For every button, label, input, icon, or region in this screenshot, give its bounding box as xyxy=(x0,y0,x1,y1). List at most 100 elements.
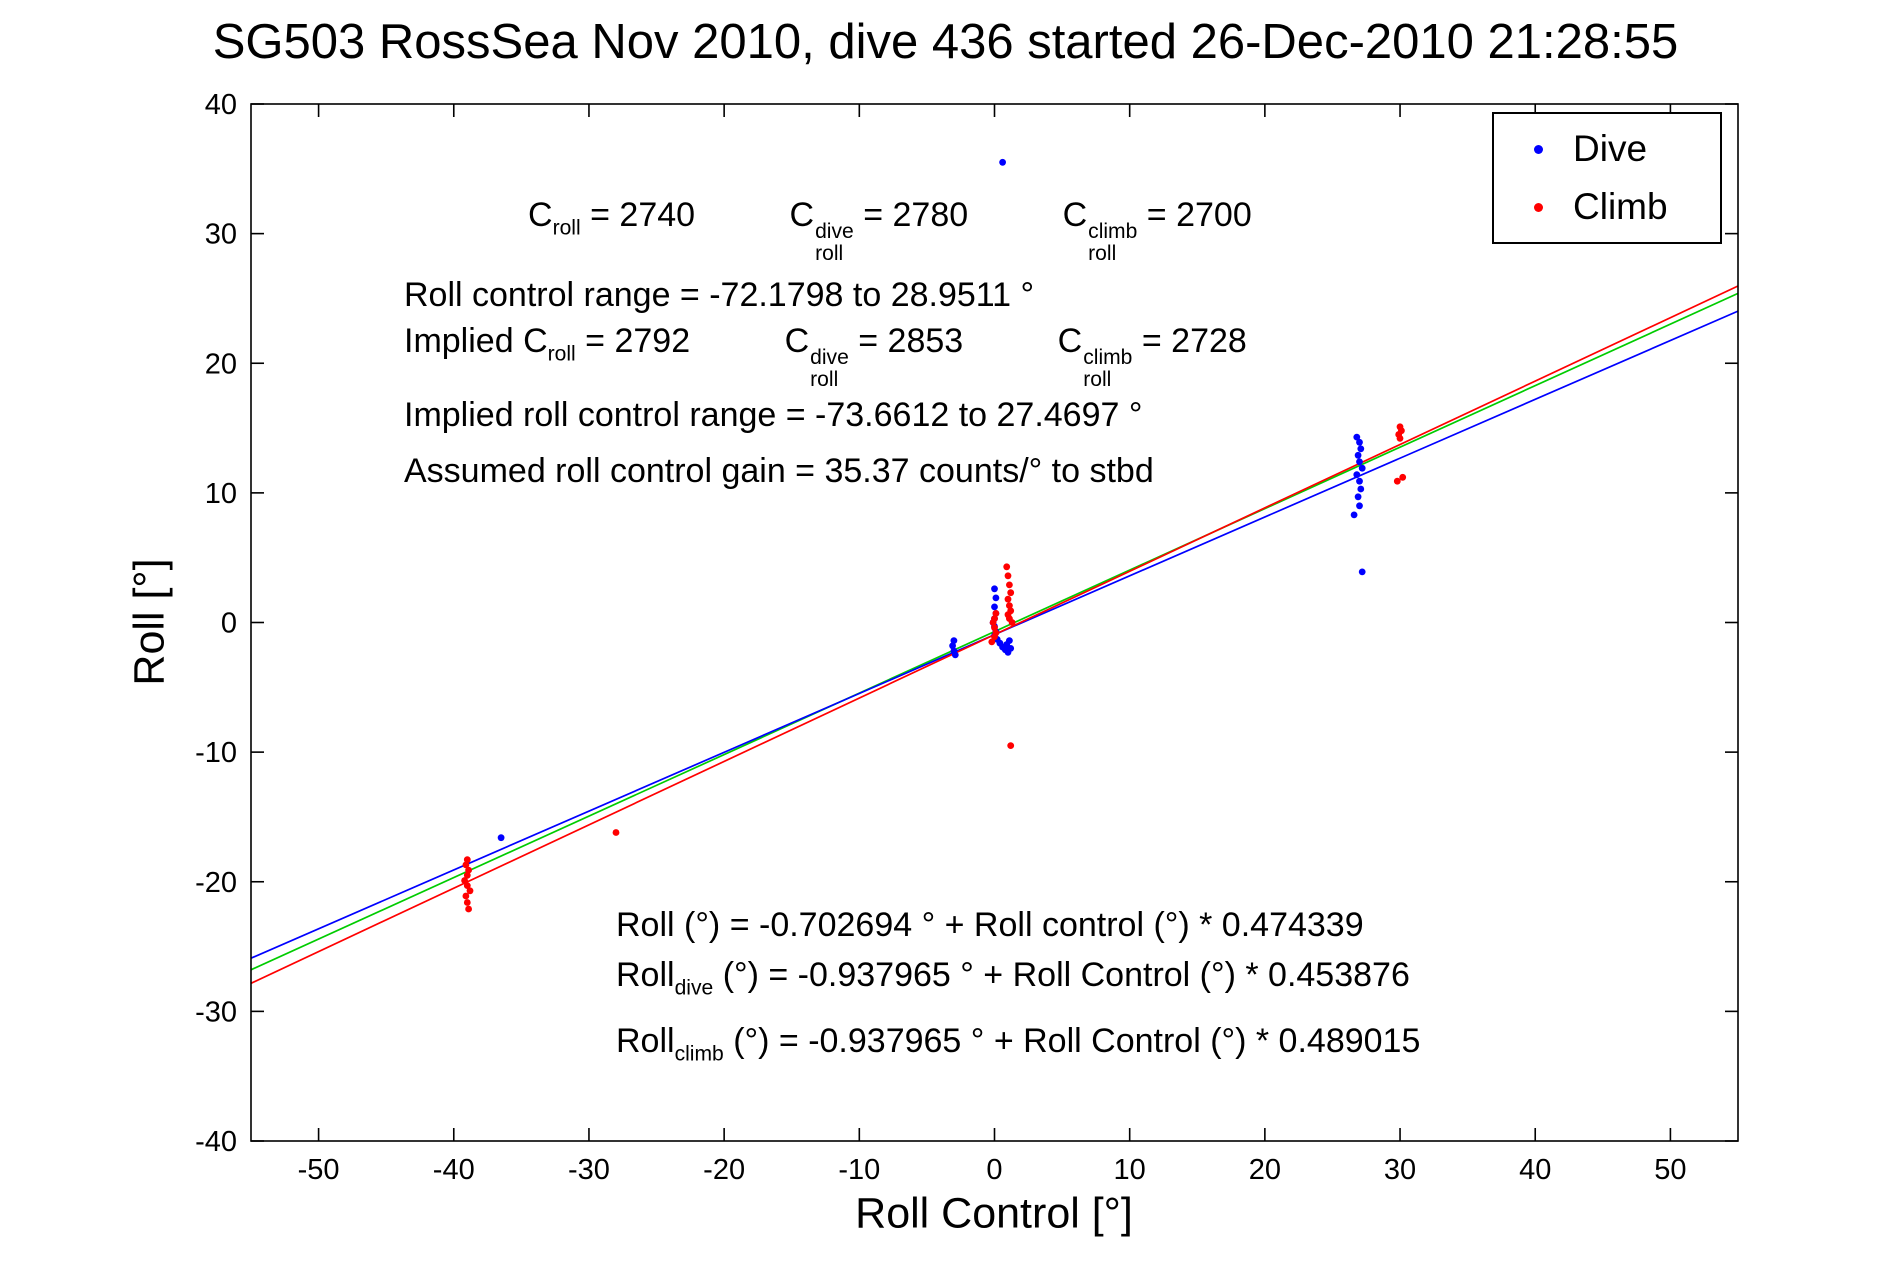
c-roll-climb-base: C xyxy=(1062,196,1088,234)
data-point-climb xyxy=(462,861,470,869)
c-roll-term: Croll = 2740 xyxy=(528,196,696,238)
data-point-dive xyxy=(991,585,998,593)
data-point-dive xyxy=(1353,433,1361,441)
legend-marker-climb-icon xyxy=(1534,202,1543,212)
c-roll-dive-scripts: dive roll xyxy=(815,219,854,265)
data-point-dive xyxy=(992,594,1000,602)
fit-equation-combined-text: Roll (°) = -0.702694 ° + Roll control (°… xyxy=(616,906,1364,944)
y-tick-label: 20 xyxy=(205,348,237,380)
fit-equation-climb: Rollclimb (°) = -0.937965 ° + Roll Contr… xyxy=(616,1022,1421,1064)
fit-climb-sub: climb xyxy=(674,1042,724,1066)
c-roll-climb-sup: climb xyxy=(1088,219,1138,243)
x-tick-label: 40 xyxy=(1519,1154,1551,1186)
c-roll-climb-scripts: climb roll xyxy=(1088,219,1138,265)
data-point-climb xyxy=(1008,619,1016,626)
data-point-climb xyxy=(1006,581,1013,589)
y-tick-label: 40 xyxy=(205,89,237,121)
c-roll-climb-value: = 2700 xyxy=(1137,196,1252,234)
x-tick-label: 50 xyxy=(1654,1154,1686,1186)
y-tick-label: -10 xyxy=(195,737,237,769)
fit-equation-dive: Rolldive (°) = -0.937965 ° + Roll Contro… xyxy=(616,956,1410,998)
data-point-climb xyxy=(989,619,997,626)
x-tick-label: -10 xyxy=(838,1154,880,1186)
implied-c-roll-dive-value: = 2853 xyxy=(848,322,964,360)
data-point-climb xyxy=(991,624,998,632)
implied-c-roll-climb-sup: climb xyxy=(1083,345,1133,369)
data-point-climb xyxy=(1004,572,1012,580)
plot-title: SG503 RossSea Nov 2010, dive 436 started… xyxy=(212,15,1679,69)
fit-equation-combined: Roll (°) = -0.702694 ° + Roll control (°… xyxy=(616,906,1364,945)
assumed-gain-text: Assumed roll control gain = 35.37 counts… xyxy=(404,452,1154,491)
x-tick-label: -20 xyxy=(703,1154,745,1186)
legend-entry-dive: Dive xyxy=(1494,128,1720,170)
legend-entry-climb: Climb xyxy=(1494,186,1720,228)
fit-dive-base: Roll xyxy=(616,956,675,994)
implied-range-text: Implied roll control range = -73.6612 to… xyxy=(404,396,1142,435)
data-point-climb xyxy=(465,905,472,913)
data-point-climb xyxy=(612,829,620,836)
data-point-dive xyxy=(1006,637,1013,644)
x-tick-label: 20 xyxy=(1249,1154,1281,1186)
data-point-climb xyxy=(466,887,474,895)
y-tick-label: -20 xyxy=(195,867,237,899)
c-roll-dive-sup: dive xyxy=(815,219,854,243)
data-point-climb xyxy=(463,882,471,889)
c-roll-value: = 2740 xyxy=(580,196,696,234)
implied-c-roll-base: C xyxy=(523,322,548,360)
c-roll-climb-sub: roll xyxy=(1088,241,1117,265)
data-point-climb xyxy=(1007,742,1015,749)
fit-dive-sub: dive xyxy=(674,976,714,1000)
roll-control-range-label: Roll control range = -72.1798 to 28.9511… xyxy=(404,276,1035,314)
data-point-climb xyxy=(1007,589,1015,597)
data-point-dive xyxy=(1357,485,1365,493)
data-point-climb xyxy=(463,899,471,906)
fit-dive-rest: (°) = -0.937965 ° + Roll Control (°) * 0… xyxy=(713,956,1410,994)
c-roll-base: C xyxy=(528,196,553,234)
x-axis-label: Roll Control [°] xyxy=(855,1189,1133,1238)
c-roll-sub: roll xyxy=(552,216,581,240)
implied-c-roll-climb-sub: roll xyxy=(1083,367,1112,391)
implied-c-roll-climb-value: = 2728 xyxy=(1132,322,1247,360)
data-point-climb xyxy=(991,633,998,641)
data-point-climb xyxy=(462,892,470,900)
legend-label-climb: Climb xyxy=(1573,186,1668,227)
data-point-dive xyxy=(950,637,958,644)
c-roll-dive-sub: roll xyxy=(815,241,844,265)
data-point-dive xyxy=(1356,458,1363,466)
data-point-climb xyxy=(465,866,472,874)
legend-marker-dive-icon xyxy=(1534,144,1543,154)
implied-range-label: Implied roll control range = -73.6612 to… xyxy=(404,396,1143,434)
data-point-dive xyxy=(1356,438,1363,446)
data-point-dive xyxy=(949,642,956,650)
implied-c-roll-dive-sup: dive xyxy=(810,345,849,369)
data-point-dive xyxy=(1356,502,1363,510)
data-point-climb xyxy=(1399,473,1407,481)
data-point-dive xyxy=(1358,568,1366,576)
data-point-climb xyxy=(1006,602,1013,609)
fit-climb-rest: (°) = -0.937965 ° + Roll Control (°) * 0… xyxy=(723,1022,1421,1060)
data-point-dive xyxy=(497,834,505,842)
implied-c-roll-climb-scripts: climb roll xyxy=(1083,345,1133,391)
x-tick-label: 10 xyxy=(1114,1154,1146,1186)
data-point-climb xyxy=(461,877,468,884)
x-tick-label: -50 xyxy=(298,1154,340,1186)
data-point-dive xyxy=(1357,445,1365,453)
implied-c-roll-dive-sub: roll xyxy=(810,367,839,391)
roll-control-range-text: Roll control range = -72.1798 to 28.9511… xyxy=(404,276,1034,315)
data-point-dive xyxy=(1358,464,1366,472)
x-tick-label: -30 xyxy=(568,1154,610,1186)
data-point-climb xyxy=(1396,435,1404,442)
data-point-climb xyxy=(463,871,471,879)
assumed-gain-label: Assumed roll control gain = 35.37 counts… xyxy=(404,452,1154,490)
data-point-dive xyxy=(1350,511,1358,519)
y-axis-label: Roll [°] xyxy=(125,558,174,686)
data-point-dive xyxy=(951,651,959,659)
